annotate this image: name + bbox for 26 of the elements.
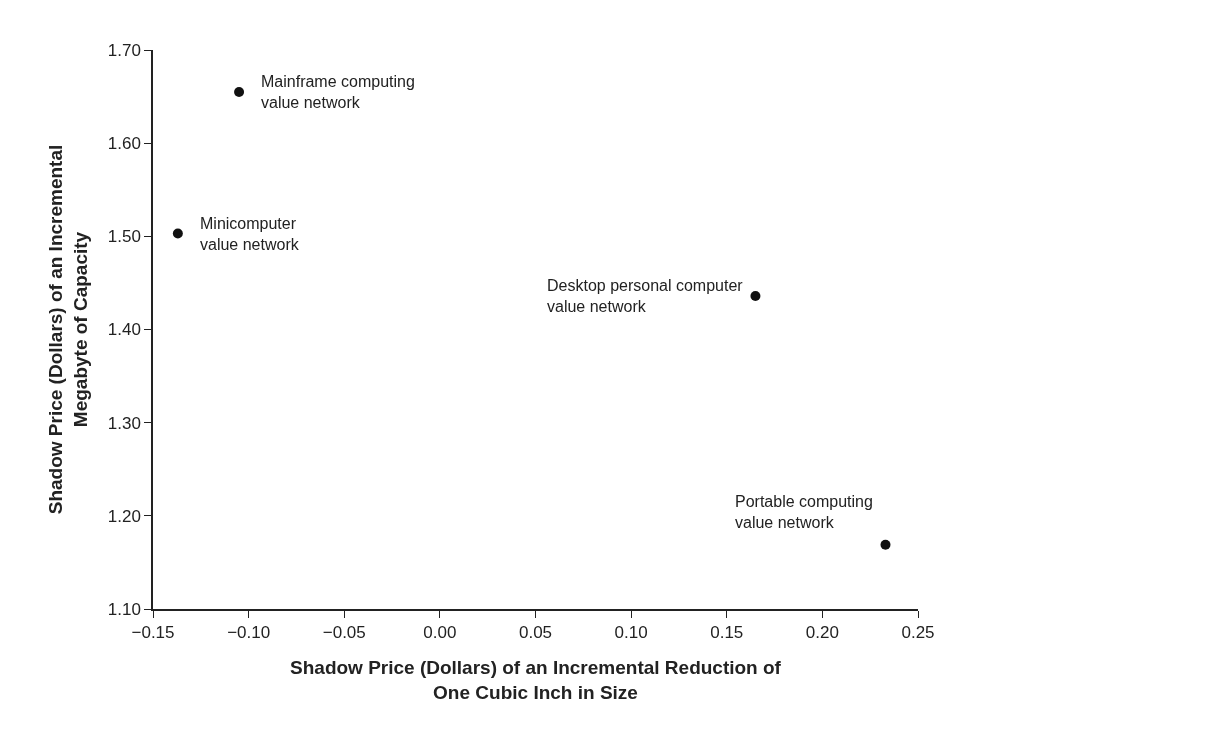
x-tick-label: 0.20 xyxy=(805,623,839,643)
y-tick-label: 1.20 xyxy=(107,506,141,526)
y-tick-label: 1.30 xyxy=(107,413,141,433)
y-tick-label: 1.60 xyxy=(107,134,141,154)
annotation: Desktop personal computer value network xyxy=(547,277,744,315)
x-tick-label: −0.05 xyxy=(322,623,366,643)
x-tick-label: 0.15 xyxy=(710,623,744,643)
x-tick-label: 0.05 xyxy=(518,623,553,643)
x-tick-label: −0.15 xyxy=(131,623,175,643)
y-axis-title: Shadow Price (Dollars) of an Incremental Megabyte of Capacity xyxy=(45,144,92,515)
point xyxy=(172,228,183,239)
x-tick-label: −0.10 xyxy=(227,623,271,643)
x-tick-label: 0.00 xyxy=(423,623,457,643)
point xyxy=(234,86,245,97)
y-tick-label: 1.70 xyxy=(107,40,141,60)
annotation: Portable computing value network xyxy=(735,493,873,531)
annotation: Mainframe computing value network xyxy=(261,73,415,111)
y-tick-label: 1.40 xyxy=(107,320,141,340)
x-axis-title: Shadow Price (Dollars) of an Incremental Reduction of One Cubic Inch in Size xyxy=(290,657,782,704)
x-tick-label: 0.25 xyxy=(901,623,935,643)
point xyxy=(880,539,891,550)
y-tick-label: 1.50 xyxy=(107,227,141,247)
point xyxy=(750,290,761,301)
annotation: Minicomputer value network xyxy=(200,215,300,253)
x-tick-label: 0.10 xyxy=(614,623,648,643)
y-tick-label: 1.10 xyxy=(107,599,141,619)
